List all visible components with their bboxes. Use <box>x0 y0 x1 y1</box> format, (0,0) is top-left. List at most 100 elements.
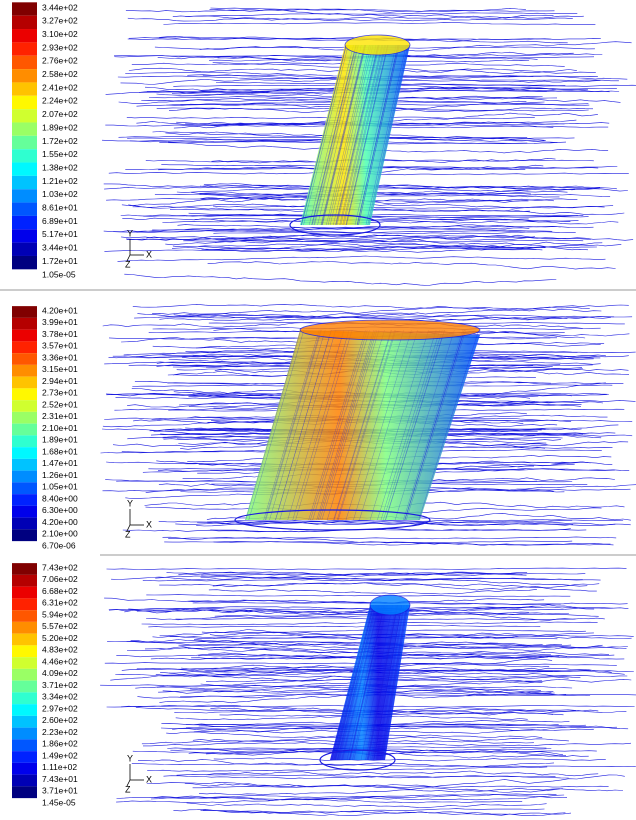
colorbar-label: 3.10e+02 <box>42 29 78 39</box>
colorbar-label: 1.11e+02 <box>42 762 77 772</box>
colorbar-label: 6.31e+02 <box>42 598 78 608</box>
figure: 3.44e+02 3.27e+02 3.10e+02 2.93e+02 2.76e+02… <box>0 0 636 820</box>
colorbar-label: 3.57e+01 <box>42 341 78 351</box>
colorbar-label: 1.89e+01 <box>42 435 78 445</box>
colorbar-swatch <box>12 229 37 242</box>
colorbar-label: 2.73e+01 <box>42 388 78 398</box>
colorbar-swatch <box>12 763 37 775</box>
colorbar-swatch <box>12 529 37 541</box>
triad-label: X <box>146 249 152 259</box>
colorbar-swatch <box>12 634 37 646</box>
colorbar-label: 3.44e+02 <box>42 2 78 12</box>
colorbar-label: 1.55e+02 <box>42 149 78 159</box>
colorbar-swatch <box>12 56 37 69</box>
triad-label: Y <box>127 228 133 238</box>
colorbar-swatch <box>12 471 37 483</box>
colorbar-swatch <box>12 318 37 330</box>
colorbar-swatch <box>12 786 37 798</box>
colorbar-label: 6.89e+01 <box>42 216 78 226</box>
colorbar-label: 2.07e+02 <box>42 109 78 119</box>
colorbar-label: 3.34e+02 <box>42 692 78 702</box>
colorbar-label: 6.30e+00 <box>42 505 78 515</box>
colorbar-label: 3.78e+01 <box>42 329 78 339</box>
colorbar-label: 4.09e+02 <box>42 668 78 678</box>
colorbar-swatch <box>12 716 37 728</box>
colorbar-swatch <box>12 2 37 15</box>
colorbar-swatch <box>12 189 37 202</box>
colorbar-swatch <box>12 136 37 149</box>
colorbar-swatch <box>12 122 37 135</box>
triad-label: Z <box>125 784 131 794</box>
cylinder-cap <box>370 595 410 615</box>
colorbar-swatch <box>12 243 37 256</box>
colorbar-label: 5.94e+02 <box>42 609 78 619</box>
colorbar-label: 2.58e+02 <box>42 69 78 79</box>
colorbar-label: 1.38e+02 <box>42 162 78 172</box>
colorbar-label: 3.44e+01 <box>42 243 78 253</box>
colorbar-label: 2.24e+02 <box>42 96 78 106</box>
colorbar-swatch <box>12 681 37 693</box>
colorbar-label: 8.40e+00 <box>42 493 78 503</box>
colorbar-label: 3.99e+01 <box>42 317 78 327</box>
colorbar-swatch <box>12 377 37 389</box>
colorbar-swatch <box>12 69 37 82</box>
colorbar-swatch <box>12 692 37 704</box>
colorbar-swatch <box>12 341 37 353</box>
triad-label: Y <box>127 753 133 763</box>
colorbar-label: 3.27e+02 <box>42 16 78 26</box>
colorbar-swatch <box>12 728 37 740</box>
colorbar-swatch <box>12 739 37 751</box>
colorbar-label: 5.20e+02 <box>42 633 78 643</box>
colorbar-label: 2.76e+02 <box>42 56 78 66</box>
colorbar-swatch <box>12 563 37 575</box>
colorbar-label: 1.21e+02 <box>42 176 78 186</box>
triad-label: Y <box>127 498 133 508</box>
colorbar-swatch <box>12 435 37 447</box>
colorbar-label: 2.31e+01 <box>42 411 78 421</box>
colorbar-label: 2.41e+02 <box>42 82 78 92</box>
colorbar-label: 5.57e+02 <box>42 621 78 631</box>
colorbar-label: 6.68e+02 <box>42 586 78 596</box>
colorbar-swatch <box>12 29 37 42</box>
colorbar-label: 7.06e+02 <box>42 574 78 584</box>
colorbar-label: 1.05e+01 <box>42 482 78 492</box>
colorbar-swatch <box>12 657 37 669</box>
colorbar-swatch <box>12 16 37 29</box>
colorbar-label: 2.60e+02 <box>42 715 78 725</box>
colorbar-label: 4.83e+02 <box>42 645 78 655</box>
colorbar-swatch <box>12 96 37 109</box>
colorbar-label: 1.72e+01 <box>42 256 78 266</box>
colorbar-label: 1.86e+02 <box>42 739 78 749</box>
colorbar-swatch <box>12 622 37 634</box>
colorbar-label: 8.61e+01 <box>42 203 78 213</box>
colorbar-swatch <box>12 518 37 530</box>
cylinder-cap <box>300 320 480 340</box>
colorbar-swatch <box>12 82 37 95</box>
colorbar-swatch <box>12 424 37 436</box>
colorbar-swatch <box>12 388 37 400</box>
colorbar-label: 1.72e+02 <box>42 136 78 146</box>
colorbar-swatch <box>12 149 37 162</box>
colorbar-label: 4.20e+01 <box>42 305 78 315</box>
colorbar-swatch <box>12 506 37 518</box>
colorbar-label: 2.93e+02 <box>42 42 78 52</box>
colorbar-label: 2.52e+01 <box>42 399 78 409</box>
colorbar-swatch <box>12 447 37 459</box>
colorbar-label: 1.45e-05 <box>42 797 76 807</box>
colorbar-label: 7.43e+02 <box>42 562 78 572</box>
colorbar-swatch <box>12 775 37 787</box>
colorbar-swatch <box>12 598 37 610</box>
colorbar-swatch <box>12 203 37 216</box>
colorbar-swatch <box>12 306 37 318</box>
colorbar-swatch <box>12 704 37 716</box>
colorbar-swatch <box>12 751 37 763</box>
colorbar-label: 1.47e+01 <box>42 458 78 468</box>
colorbar-label: 1.89e+02 <box>42 122 78 132</box>
colorbar-swatch <box>12 587 37 599</box>
triad-label: Z <box>125 529 131 539</box>
colorbar-label: 2.97e+02 <box>42 703 78 713</box>
colorbar-swatch <box>12 459 37 471</box>
colorbar-label: 3.36e+01 <box>42 352 78 362</box>
colorbar-swatch <box>12 163 37 176</box>
colorbar-label: 7.43e+01 <box>42 774 78 784</box>
